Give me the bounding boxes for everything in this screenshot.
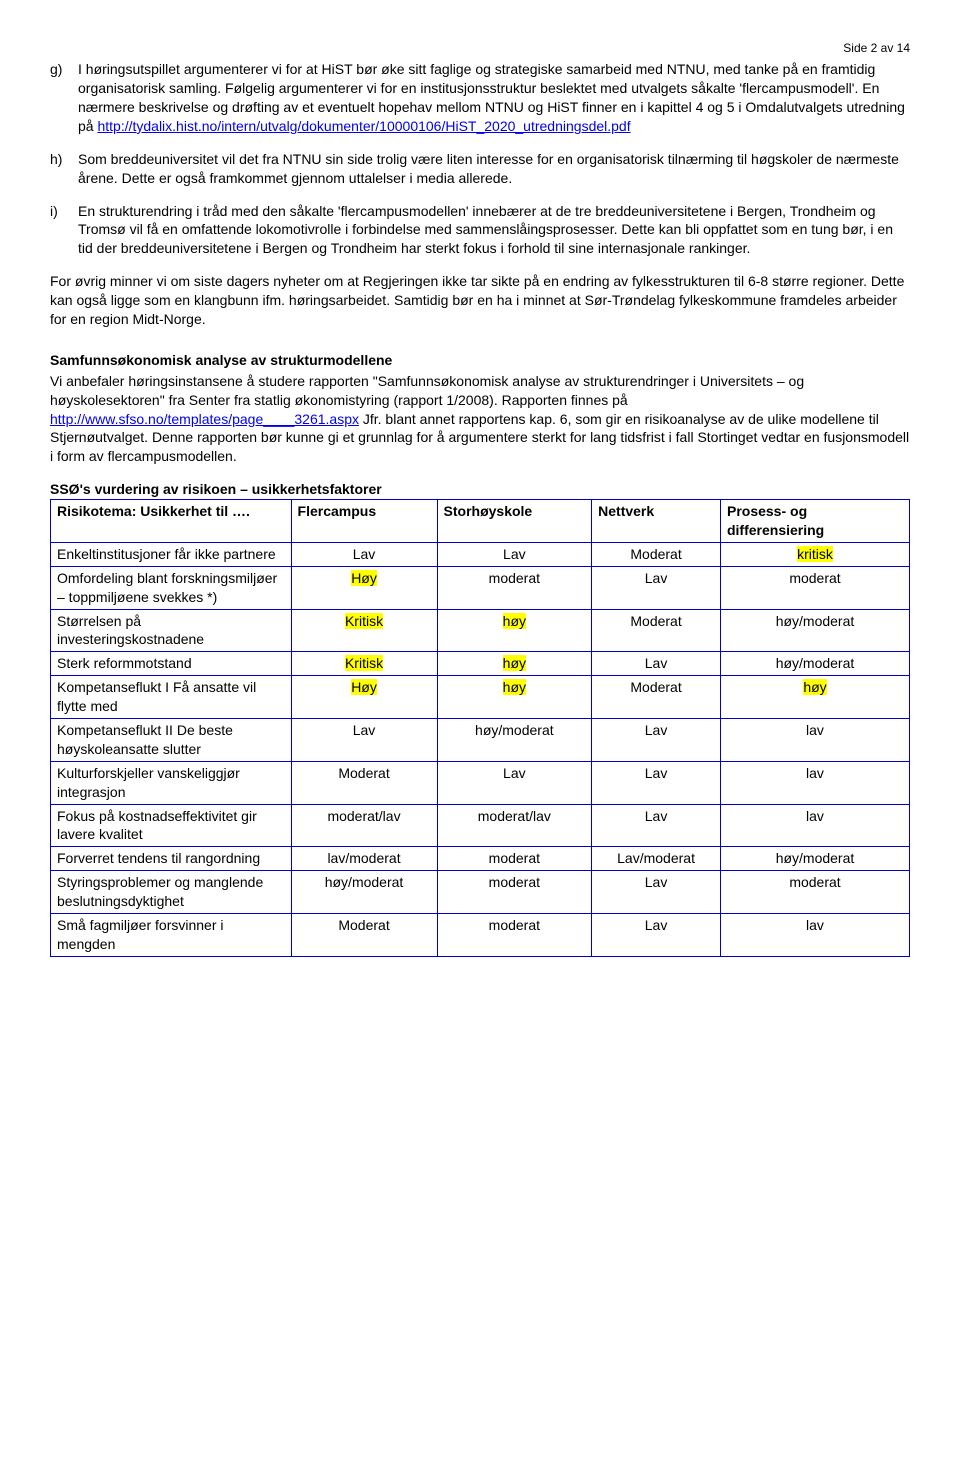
- cell: høy/moderat: [720, 609, 909, 652]
- table-row: Fokus på kostnadseffektivitet gir lavere…: [51, 804, 910, 847]
- cell: moderat: [720, 566, 909, 609]
- list-marker: i): [50, 202, 78, 259]
- cell: moderat: [720, 871, 909, 914]
- cell: lav: [720, 719, 909, 762]
- cell: Lav: [592, 719, 721, 762]
- cell: Høy: [291, 566, 437, 609]
- section-body: Vi anbefaler høringsinstansene å studere…: [50, 372, 910, 466]
- cell: kritisk: [720, 542, 909, 566]
- cell: Lav: [592, 566, 721, 609]
- link-sfso[interactable]: http://www.sfso.no/templates/page____326…: [50, 411, 359, 427]
- cell: høy: [437, 609, 592, 652]
- cell: Lav: [592, 804, 721, 847]
- cell: moderat/lav: [437, 804, 592, 847]
- risk-table: Risikotema: Usikkerhet til …. Flercampus…: [50, 499, 910, 957]
- closing-paragraph: For øvrig minner vi om siste dagers nyhe…: [50, 272, 910, 329]
- row-label: Forverret tendens til rangordning: [51, 847, 292, 871]
- table-header-row: Risikotema: Usikkerhet til …. Flercampus…: [51, 500, 910, 543]
- cell: Lav: [592, 652, 721, 676]
- cell: lav: [720, 761, 909, 804]
- table-row: Forverret tendens til rangordninglav/mod…: [51, 847, 910, 871]
- row-label: Omfordeling blant forskningsmiljøer – to…: [51, 566, 292, 609]
- th: Risikotema: Usikkerhet til ….: [51, 500, 292, 543]
- page-number: Side 2 av 14: [50, 40, 910, 56]
- row-label: Fokus på kostnadseffektivitet gir lavere…: [51, 804, 292, 847]
- table-row: Omfordeling blant forskningsmiljøer – to…: [51, 566, 910, 609]
- section-heading: Samfunnsøkonomisk analyse av strukturmod…: [50, 351, 910, 370]
- cell: høy: [437, 652, 592, 676]
- cell: Moderat: [592, 609, 721, 652]
- cell: Moderat: [592, 676, 721, 719]
- table-row: Små fagmiljøer forsvinner i mengdenModer…: [51, 914, 910, 957]
- cell: lav/moderat: [291, 847, 437, 871]
- row-label: Kompetanseflukt I Få ansatte vil flytte …: [51, 676, 292, 719]
- cell: lav: [720, 804, 909, 847]
- cell: Lav: [291, 719, 437, 762]
- list-item-i: i) En strukturendring i tråd med den såk…: [50, 202, 910, 259]
- table-row: Enkeltinstitusjoner får ikke partnereLav…: [51, 542, 910, 566]
- cell: Lav: [437, 542, 592, 566]
- cell: høy/moderat: [720, 652, 909, 676]
- cell: Lav: [437, 761, 592, 804]
- cell: høy/moderat: [437, 719, 592, 762]
- table-row: Størrelsen på investeringskostnadeneKrit…: [51, 609, 910, 652]
- cell: moderat: [437, 566, 592, 609]
- cell: høy: [720, 676, 909, 719]
- cell: høy/moderat: [291, 871, 437, 914]
- cell: Høy: [291, 676, 437, 719]
- cell: høy/moderat: [720, 847, 909, 871]
- list-item-g: g) I høringsutspillet argumenterer vi fo…: [50, 60, 910, 136]
- cell: Lav/moderat: [592, 847, 721, 871]
- cell: Moderat: [291, 914, 437, 957]
- row-label: Enkeltinstitusjoner får ikke partnere: [51, 542, 292, 566]
- cell: lav: [720, 914, 909, 957]
- table-row: Styringsproblemer og manglende beslutnin…: [51, 871, 910, 914]
- cell: Kritisk: [291, 609, 437, 652]
- table-row: Sterk reformmotstandKritiskhøyLavhøy/mod…: [51, 652, 910, 676]
- list-marker: h): [50, 150, 78, 188]
- cell: Lav: [291, 542, 437, 566]
- link-utredning[interactable]: http://tydalix.hist.no/intern/utvalg/dok…: [97, 118, 630, 134]
- row-label: Kompetanseflukt II De beste høyskoleansa…: [51, 719, 292, 762]
- table-title: SSØ's vurdering av risikoen – usikkerhet…: [50, 480, 910, 499]
- row-label: Kulturforskjeller vanskeliggjør integras…: [51, 761, 292, 804]
- cell: Lav: [592, 914, 721, 957]
- text: Vi anbefaler høringsinstansene å studere…: [50, 373, 804, 408]
- cell: moderat/lav: [291, 804, 437, 847]
- list-body: I høringsutspillet argumenterer vi for a…: [78, 60, 910, 136]
- row-label: Størrelsen på investeringskostnadene: [51, 609, 292, 652]
- cell: moderat: [437, 847, 592, 871]
- table-row: Kompetanseflukt I Få ansatte vil flytte …: [51, 676, 910, 719]
- th: Flercampus: [291, 500, 437, 543]
- list-item-h: h) Som breddeuniversitet vil det fra NTN…: [50, 150, 910, 188]
- list-marker: g): [50, 60, 78, 136]
- cell: moderat: [437, 871, 592, 914]
- table-row: Kompetanseflukt II De beste høyskoleansa…: [51, 719, 910, 762]
- th: Prosess- og differensiering: [720, 500, 909, 543]
- cell: Moderat: [592, 542, 721, 566]
- th: Nettverk: [592, 500, 721, 543]
- row-label: Små fagmiljøer forsvinner i mengden: [51, 914, 292, 957]
- cell: Lav: [592, 761, 721, 804]
- cell: Moderat: [291, 761, 437, 804]
- row-label: Sterk reformmotstand: [51, 652, 292, 676]
- cell: moderat: [437, 914, 592, 957]
- cell: Kritisk: [291, 652, 437, 676]
- th: Storhøyskole: [437, 500, 592, 543]
- cell: Lav: [592, 871, 721, 914]
- table-row: Kulturforskjeller vanskeliggjør integras…: [51, 761, 910, 804]
- list-body: Som breddeuniversitet vil det fra NTNU s…: [78, 150, 910, 188]
- list-body: En strukturendring i tråd med den såkalt…: [78, 202, 910, 259]
- row-label: Styringsproblemer og manglende beslutnin…: [51, 871, 292, 914]
- cell: høy: [437, 676, 592, 719]
